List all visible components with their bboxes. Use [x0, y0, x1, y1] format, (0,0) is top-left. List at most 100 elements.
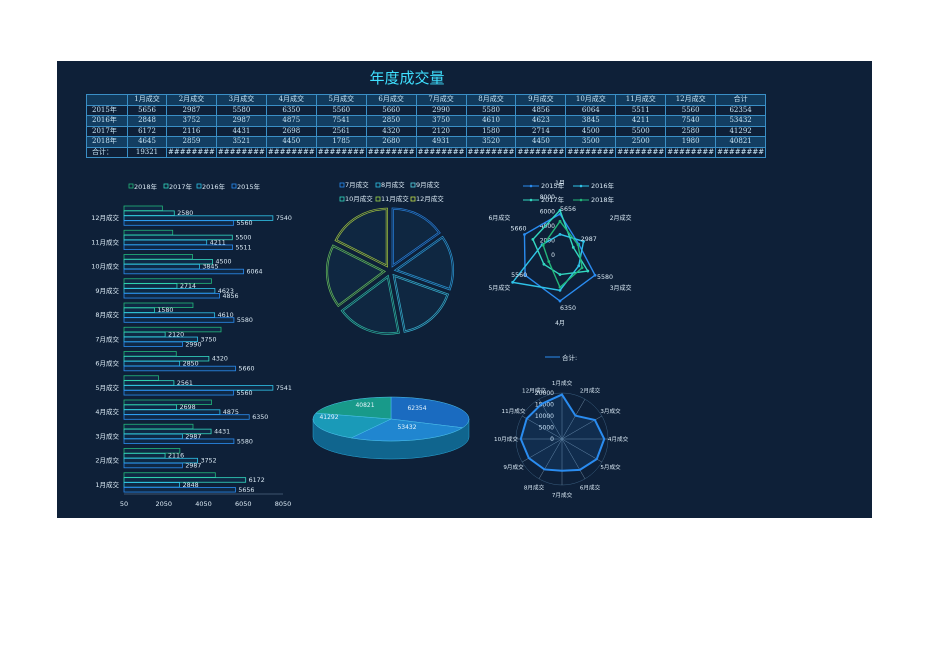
table-row: 1月成交 2月成交 3月成交 4月成交 5月成交 6月成交 7月成交 8月成交 9月成交 10月成…	[86, 94, 767, 106]
radar-axis-label: 6月成交	[488, 214, 510, 222]
pie-slice-inner	[393, 275, 449, 332]
pie-3d-slice	[350, 418, 464, 442]
legend-marker	[529, 198, 533, 202]
radial-tick-label: 20000	[535, 390, 554, 397]
table-row: 2018年 4645 2859 3521 4450 1785 2680 4931 3520 445…	[86, 136, 767, 148]
table-row: 合计： 19321 ######## ######## ######## ########…	[86, 146, 767, 158]
radar-total-chart: 合计: 1月成交 2月成交 3月成交 4月成交 5月成交 6月成交 7月成交 8月成交 9月成交 1…	[494, 353, 629, 499]
legend-swatch	[163, 183, 169, 189]
bar-chart: 2018年 2017年 2016年 2015年 50 2050 4050 6050 8050 1月…	[91, 182, 292, 508]
radar-axis-label: 11月成交	[502, 407, 526, 415]
radar-axis-label: 12月成交	[522, 387, 546, 395]
data-label: 4211	[210, 239, 226, 246]
radar-point	[541, 243, 545, 247]
radar-axis-label: 2月成交	[580, 387, 601, 395]
bar	[123, 244, 233, 250]
bar	[123, 205, 163, 211]
legend-label: 2015年	[237, 182, 261, 191]
bar	[123, 487, 236, 493]
radar-spoke	[538, 438, 563, 479]
radial-tick-label: 0	[551, 252, 555, 259]
data-label: 4431	[214, 428, 230, 435]
pie-3d-slice	[390, 396, 470, 429]
data-label: 5656	[238, 487, 254, 494]
bar	[123, 423, 194, 430]
bar	[123, 326, 222, 333]
table-row: 2017年 6172 2116 4431 2698 2561 4320 2120 1580 271…	[86, 125, 767, 137]
table-cell: 41292	[715, 125, 767, 137]
radar-point	[531, 237, 535, 241]
legend-marker	[529, 184, 533, 188]
data-label: 7541	[276, 385, 292, 392]
data-label: 53432	[397, 424, 416, 431]
radar-point	[523, 233, 526, 236]
legend-label: 7月成交	[345, 180, 369, 189]
pie-slice-inner	[341, 275, 400, 334]
data-label: 5580	[237, 317, 253, 324]
radar-axis-label: 6月成交	[580, 483, 601, 491]
bar	[123, 302, 194, 308]
data-label: 41292	[319, 414, 338, 421]
page-title: 年度成交量	[369, 69, 445, 87]
legend-swatch	[339, 182, 345, 188]
radar-axis-label: 5月成交	[600, 463, 621, 471]
y-tick-label: 4月成交	[95, 407, 119, 416]
bar	[123, 462, 183, 469]
radar-axis-label: 9月成交	[503, 463, 524, 471]
radar-spoke	[561, 438, 602, 463]
bar	[123, 263, 200, 270]
radar-point	[542, 262, 546, 266]
data-label: 6350	[252, 414, 268, 421]
radar-axis-label: 1月成交	[552, 379, 573, 387]
radar-point	[511, 280, 515, 284]
data-label: 2987	[185, 433, 201, 440]
y-tick-label: 11月成交	[91, 237, 119, 246]
data-label: 6350	[560, 305, 576, 312]
data-label: 4856	[223, 293, 239, 300]
bar	[123, 472, 216, 478]
radial-tick-label: 8000	[540, 194, 555, 201]
data-label: 5511	[236, 244, 252, 251]
legend-label: 2016年	[202, 182, 226, 191]
bar	[123, 283, 178, 289]
radar-point	[523, 273, 527, 277]
bar	[123, 317, 235, 323]
dashboard: 年度成交量 1月成交 2月成交 3月成交 4月成交 5月成交 6月成交 7月成交 8月成交 9月…	[57, 61, 872, 518]
bar	[123, 452, 166, 459]
legend-label: 2017年	[541, 195, 565, 204]
y-tick-label: 2月成交	[95, 456, 119, 465]
pie-slice-inner	[326, 245, 385, 307]
radar-axis-label: 2月成交	[610, 214, 632, 222]
table-cell: 4645	[127, 136, 167, 148]
data-label: 62354	[407, 405, 426, 412]
data-label: 2698	[180, 404, 196, 411]
table-cell: 40821	[715, 136, 767, 148]
y-tick-label: 9月成交	[95, 286, 119, 295]
data-label: 5580	[237, 438, 253, 445]
radar-point	[576, 243, 580, 247]
table-cell: ########	[715, 146, 767, 158]
data-label: 3750	[201, 336, 217, 343]
legend-swatch	[196, 183, 202, 189]
legend-swatch	[410, 196, 416, 202]
radar-axis-label: 3月成交	[600, 407, 621, 415]
charts-canvas: 2018年 2017年 2016年 2015年 50 2050 4050 6050 8050 1月…	[91, 180, 631, 508]
radar-point	[558, 285, 562, 289]
data-label: 5660	[238, 366, 254, 373]
pie-3d-chart: 62354 53432 41292 40821	[312, 396, 470, 460]
y-tick-label: 5月成交	[95, 383, 119, 392]
bar	[123, 409, 221, 415]
legend-swatch	[375, 196, 381, 202]
radar-point	[577, 264, 581, 268]
radar-axis-label: 5月成交	[488, 284, 510, 292]
radar-spoke	[522, 415, 563, 440]
bar	[123, 438, 235, 444]
data-label: 7540	[276, 215, 292, 222]
data-label: 5560	[237, 220, 253, 227]
radar-point	[558, 232, 562, 236]
data-label: 2848	[183, 482, 199, 489]
bar	[123, 312, 216, 318]
legend-label: 12月成交	[416, 194, 444, 203]
bar	[123, 399, 212, 405]
